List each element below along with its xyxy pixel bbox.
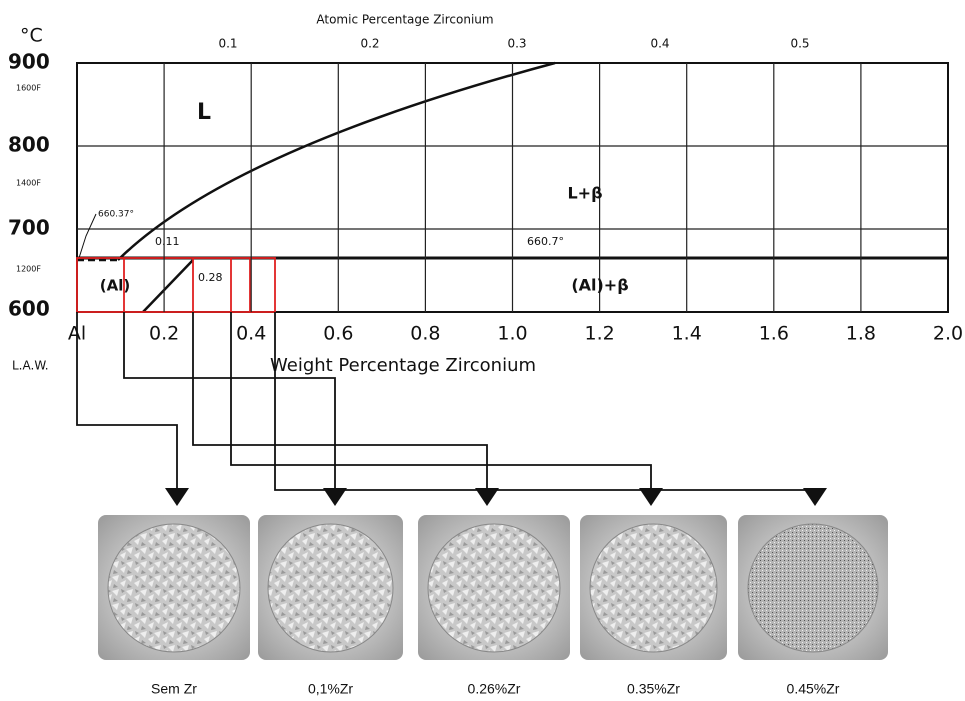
region-label: (Al) xyxy=(100,277,130,295)
annotation: 660.7° xyxy=(527,235,564,248)
bottom-tick-label: 2.0 xyxy=(933,323,963,345)
region-label: (Al)+β xyxy=(571,276,628,295)
sample-disc xyxy=(268,524,393,652)
credit: L.A.W. xyxy=(12,359,49,373)
region-label: L+β xyxy=(567,184,602,203)
bottom-tick-label: 1.6 xyxy=(759,323,789,345)
top-axis-title: Atomic Percentage Zirconium xyxy=(316,13,493,27)
bottom-tick-label: 1.2 xyxy=(584,323,614,345)
left-tick-label: 800 xyxy=(8,133,50,157)
bottom-tick-label: 0.2 xyxy=(149,323,179,345)
top-tick-label: 0.2 xyxy=(360,37,379,51)
arrowhead xyxy=(639,488,663,506)
phase-diagram: Atomic Percentage Zirconium °C Weight Pe… xyxy=(8,13,963,377)
left-tick-label: 1400F xyxy=(16,179,41,188)
unit: °C xyxy=(20,25,43,47)
solvus xyxy=(143,260,193,312)
left-tick-label: 700 xyxy=(8,216,50,240)
sample-disc xyxy=(748,524,878,652)
left-tick-label: 900 xyxy=(8,50,50,74)
annotation: 0.11 xyxy=(155,235,180,248)
arrows xyxy=(77,312,815,490)
top-tick-label: 0.1 xyxy=(218,37,237,51)
sample-caption: 0.26%Zr xyxy=(468,681,521,697)
annotation: 0.28 xyxy=(198,271,223,284)
samples: Sem Zr 0,1%Zr 0.26%Zr 0.35%Zr 0.45%Zr xyxy=(98,515,888,697)
arrowhead xyxy=(475,488,499,506)
sample-disc xyxy=(108,524,240,652)
sample-caption: 0,1%Zr xyxy=(308,681,353,697)
annotation: 660.37° xyxy=(98,210,134,220)
sample-caption: 0.45%Zr xyxy=(787,681,840,697)
sample-caption: 0.35%Zr xyxy=(627,681,680,697)
left-tick-label: 1600F xyxy=(16,84,41,93)
bottom-tick-label: 0.6 xyxy=(323,323,353,345)
figure: Atomic Percentage Zirconium °C Weight Pe… xyxy=(0,0,965,701)
arrowhead xyxy=(803,488,827,506)
bottom-tick-label: 0.4 xyxy=(236,323,266,345)
bottom-tick-label: 1.8 xyxy=(846,323,876,345)
top-tick-label: 0.4 xyxy=(650,37,669,51)
arrowhead xyxy=(323,488,347,506)
bottom-tick-label: 1.0 xyxy=(497,323,527,345)
region-label: L xyxy=(197,100,211,125)
bottom-tick-label: 1.4 xyxy=(672,323,702,345)
sample-disc xyxy=(590,524,717,652)
bottom-axis-title: Weight Percentage Zirconium xyxy=(270,355,536,376)
top-tick-label: 0.5 xyxy=(790,37,809,51)
arrowhead xyxy=(165,488,189,506)
left-tick-label: 600 xyxy=(8,297,50,321)
left-tick-label: 1200F xyxy=(16,265,41,274)
top-tick-label: 0.3 xyxy=(507,37,526,51)
liquidus xyxy=(118,63,555,260)
sample-caption: Sem Zr xyxy=(151,681,197,697)
leader xyxy=(79,214,96,258)
sample-disc xyxy=(428,524,560,652)
bottom-tick-label: 0.8 xyxy=(410,323,440,345)
